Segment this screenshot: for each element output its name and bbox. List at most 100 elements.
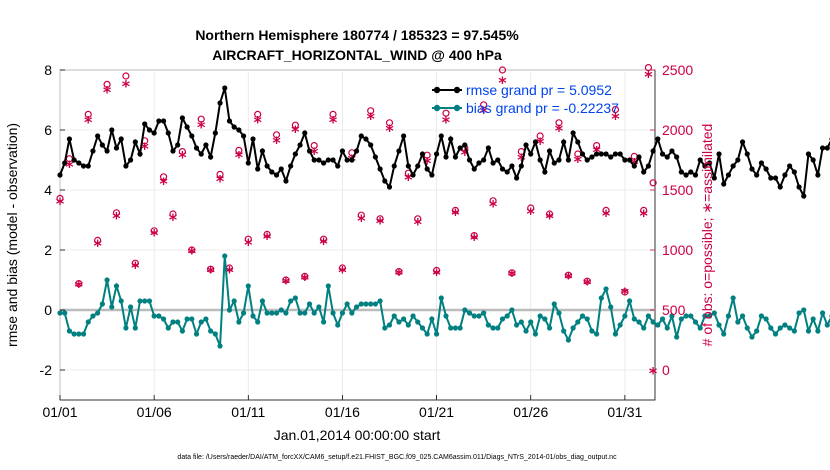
series-0-point-10 (104, 148, 110, 154)
obs-possible-12z-25 (536, 132, 544, 140)
series-0-point-54 (311, 157, 317, 163)
series-0-point-124 (641, 169, 647, 175)
obs-assimilated-52: * (545, 209, 554, 228)
series-0-point-34 (217, 100, 223, 106)
series-1-point-23 (165, 325, 171, 331)
series-1-point-94 (499, 316, 506, 322)
obs-possible-00z-4 (131, 259, 139, 267)
obs-possible-00z-17 (376, 215, 384, 223)
obs-assimilated-62: * (640, 206, 649, 225)
series-1-point-21 (156, 313, 162, 319)
series-0-point-50 (292, 151, 298, 157)
obs-possible-00z-24 (508, 269, 516, 277)
legend-bias-label: bias grand pr = -0.22237 (466, 100, 619, 116)
series-1-point-27 (184, 316, 190, 322)
series-0-point-86 (462, 142, 468, 148)
series-1-point-8 (95, 310, 101, 316)
series-1-point-104 (546, 325, 553, 331)
series-1-point-96 (509, 307, 515, 313)
series-0-point-152 (772, 175, 779, 181)
series-0-point-157 (796, 184, 802, 190)
series-0-point-136 (697, 157, 703, 163)
series-1-point-16 (132, 325, 138, 331)
series-1-point-28 (189, 316, 195, 322)
series-1-point-99 (523, 328, 529, 334)
series-0-point-134 (688, 169, 694, 175)
series-1-point-48 (283, 310, 289, 316)
plot-area (59, 69, 656, 401)
series-0-point-154 (782, 172, 788, 178)
obs-assimilated-21: * (254, 113, 263, 132)
obs-assimilated-16: * (206, 263, 215, 282)
series-1-point-138 (707, 313, 713, 319)
series-0-point-25 (175, 142, 181, 148)
series-0-point-107 (561, 139, 567, 145)
series-1-point-120 (622, 313, 628, 319)
obs-assimilated-23: * (272, 133, 281, 152)
series-0-point-106 (556, 157, 562, 163)
series-1-point-38 (236, 319, 242, 325)
obs-possible-00z-0 (56, 194, 64, 202)
obs-possible-12z-10 (254, 110, 262, 119)
series-1-point-35 (222, 253, 228, 259)
obs-possible-00z-12 (282, 276, 290, 284)
series-1-point-159 (805, 328, 812, 334)
obs-possible-12z-12 (291, 121, 299, 129)
obs-assimilated-4: * (93, 236, 102, 255)
legend-rmse-marker-right (453, 86, 461, 94)
series-0-point-31 (203, 142, 209, 148)
series-1-point-109 (570, 325, 576, 331)
series-1-point-140 (716, 322, 722, 328)
series-0-point-117 (608, 154, 614, 160)
series-0-point-67 (372, 154, 378, 160)
series-0-point-90 (481, 157, 487, 163)
series-1-point-95 (504, 313, 510, 319)
series-0-point-92 (490, 160, 496, 166)
series-0-point-56 (321, 160, 327, 166)
series-0-point-17 (137, 151, 143, 157)
series-0-point-144 (735, 157, 741, 163)
series-0-point-70 (386, 184, 393, 190)
obs-assimilated-37: * (404, 170, 413, 189)
series-1-point-129 (664, 325, 670, 331)
obs-assimilated-30: * (338, 263, 347, 282)
chart-title-line1: Northern Hemisphere 180774 / 185323 = 97… (195, 27, 519, 43)
y-right-tick-label-3: 1500 (662, 182, 693, 198)
series-1-point-134 (688, 313, 694, 319)
y-tick-label-2: 2 (44, 242, 52, 258)
series-0-point-143 (730, 163, 736, 169)
obs-assimilated-56: * (583, 275, 592, 294)
y-tick-label-1: 0 (44, 302, 52, 318)
series-1-point-41 (250, 313, 256, 319)
series-1-point-81 (438, 295, 444, 301)
series-0-point-105 (551, 160, 557, 166)
series-0-point-41 (250, 136, 256, 142)
obs-possible-00z-13 (301, 272, 309, 280)
series-1-point-139 (711, 310, 717, 316)
obs-assimilated-20: * (244, 235, 253, 254)
obs-possible-12z-26 (555, 119, 563, 127)
series-1-point-89 (476, 313, 482, 319)
x-tick-label-6: 01/31 (607, 404, 642, 420)
obs-assimilated-18: * (225, 263, 234, 282)
obs-possible-12z-5 (159, 173, 168, 181)
series-0-line (59, 87, 830, 200)
obs-assimilated-51: * (536, 134, 545, 153)
series-1-point-56 (321, 319, 327, 325)
obs-possible-00z-15 (338, 264, 347, 272)
series-0-point-30 (198, 151, 204, 157)
series-0-point-162 (819, 145, 826, 151)
obs-assimilated-35: * (385, 121, 394, 140)
obs-possible-00z-25 (527, 204, 535, 212)
chart-title-line2: AIRCRAFT_HORIZONTAL_WIND @ 400 hPa (212, 47, 502, 63)
obs-assimilated-49: * (517, 150, 526, 169)
obs-assimilated-29: * (329, 113, 338, 132)
x-tick-label-0: 01/01 (42, 404, 77, 420)
series-1-point-145 (739, 313, 746, 319)
obs-possible-00z-16 (357, 211, 365, 219)
series-0-point-35 (222, 85, 228, 91)
obs-assimilated-28: * (319, 234, 328, 253)
series-1-point-114 (594, 331, 600, 337)
y-axis-label-left: rmse and bias (model - observation) (4, 123, 20, 347)
series-0-point-19 (146, 127, 153, 133)
